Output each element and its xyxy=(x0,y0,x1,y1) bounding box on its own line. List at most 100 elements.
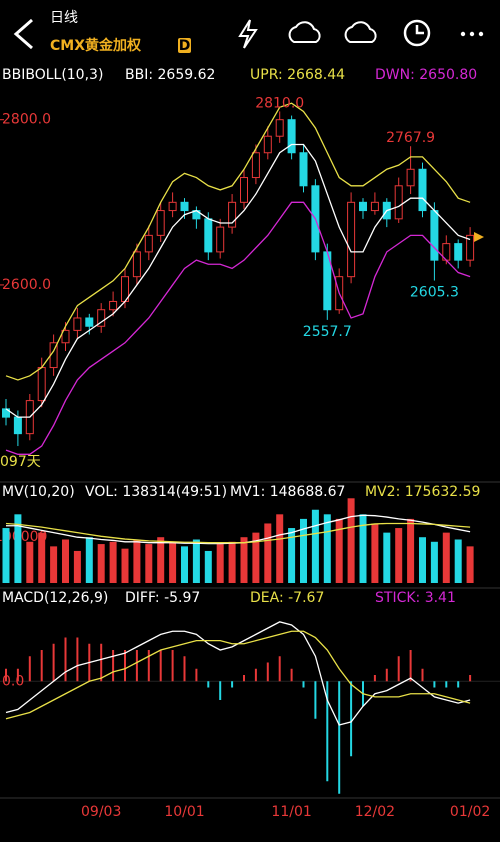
volume-bar xyxy=(252,532,260,583)
x-tick-label: 12/02 xyxy=(355,804,395,820)
legend-item: UPR: 2668.44 xyxy=(250,67,345,83)
candle-body xyxy=(109,300,118,311)
legend-item: MV1: 148688.67 xyxy=(230,484,345,500)
volume-bar xyxy=(240,537,248,583)
candle-body xyxy=(204,218,213,253)
candle-body xyxy=(430,210,439,261)
volume-bar xyxy=(371,523,379,583)
y-tick-label: 2800.0 xyxy=(2,112,51,128)
candle-body xyxy=(299,152,308,187)
indicator-line xyxy=(5,522,471,544)
volume-bar xyxy=(383,532,391,583)
volume-bar xyxy=(192,539,200,583)
candle-body xyxy=(144,234,153,253)
volume-bar xyxy=(300,518,307,583)
volume-bar xyxy=(407,518,415,583)
candle-body xyxy=(132,251,141,278)
volume-bar xyxy=(347,498,355,583)
volume-bar xyxy=(2,528,10,583)
candle-body xyxy=(406,168,415,187)
more-icon[interactable] xyxy=(460,31,484,37)
clock-hands xyxy=(415,25,424,35)
candle-body xyxy=(275,119,284,137)
volume-bar xyxy=(442,532,450,583)
legend-title: MV(10,20) xyxy=(2,484,75,500)
volume-bar xyxy=(73,550,81,583)
candle-body xyxy=(240,177,248,203)
volume-bar xyxy=(181,546,188,583)
volume-bar xyxy=(395,528,403,583)
volume-bar xyxy=(323,514,331,583)
candle-body xyxy=(97,309,106,327)
candle-body xyxy=(454,243,463,261)
volume-bar xyxy=(228,541,236,583)
period: 日线 xyxy=(50,10,78,26)
price-pointer xyxy=(474,232,484,242)
indicator-line xyxy=(5,102,471,381)
indicator-line xyxy=(5,143,471,418)
volume-bar xyxy=(169,541,177,583)
badge: D xyxy=(179,38,191,54)
volume-bar xyxy=(359,514,367,583)
legend-item: VOL: 138314(49:51) xyxy=(85,484,227,500)
volume-bar xyxy=(145,544,153,583)
cloud-down-icon[interactable] xyxy=(288,21,321,43)
annotation: 2767.9 xyxy=(386,130,435,146)
x-tick-label: 01/02 xyxy=(450,804,490,820)
volume-bar xyxy=(264,523,272,583)
back-button[interactable] xyxy=(13,18,33,50)
annotation: 2605.3 xyxy=(410,285,459,301)
candle-body xyxy=(347,201,356,278)
x-tick-label: 11/01 xyxy=(271,804,311,820)
candle-body xyxy=(85,317,94,327)
volume-bar xyxy=(85,537,93,583)
volume-bar xyxy=(97,544,105,583)
volume-bar xyxy=(157,537,165,583)
candle-body xyxy=(263,135,272,154)
annotation: 2810.0 xyxy=(255,95,304,111)
legend-item: DEA: -7.67 xyxy=(250,590,324,606)
instrument-title: CMX黄金加权 xyxy=(50,37,142,54)
volume-bar xyxy=(38,532,46,583)
legend-title: BBIBOLL(10,3) xyxy=(2,67,103,83)
candle-body xyxy=(13,416,22,435)
y-tick-label: 2600.0 xyxy=(2,277,51,293)
flash-icon[interactable] xyxy=(238,19,258,49)
volume-bar xyxy=(430,541,438,583)
candle-body xyxy=(359,201,367,212)
candle-body xyxy=(287,119,296,154)
candle-body xyxy=(251,152,260,179)
candle-body xyxy=(156,210,165,236)
volume-bar xyxy=(109,541,117,583)
volume-bar xyxy=(14,514,22,583)
volume-bar xyxy=(62,539,69,583)
volume-bar xyxy=(335,518,343,583)
volume-bar xyxy=(311,509,319,583)
legend-item: DWN: 2650.80 xyxy=(375,67,477,83)
legend-item: STICK: 3.41 xyxy=(375,590,456,606)
clock-icon[interactable] xyxy=(403,19,431,47)
volume-bar xyxy=(454,539,462,583)
volume-bar xyxy=(288,528,296,583)
y-tick-label: 100000 xyxy=(0,529,47,545)
candle-body xyxy=(228,201,237,228)
candle-body xyxy=(418,168,427,212)
volume-bar xyxy=(216,544,224,583)
annotation: 2557.7 xyxy=(303,324,352,340)
x-tick-label: 09/03 xyxy=(81,804,121,820)
candle-body xyxy=(216,226,225,253)
volume-bar xyxy=(204,550,212,583)
volume-bar xyxy=(466,546,474,583)
volume-bar xyxy=(121,548,129,583)
volume-bar xyxy=(50,546,58,583)
indicator-line xyxy=(5,201,471,455)
annotation: 097天 xyxy=(0,454,41,470)
cloud-up-icon[interactable] xyxy=(344,21,377,43)
badge-bg xyxy=(178,38,191,53)
candle-body xyxy=(168,201,177,212)
indicator-line xyxy=(5,630,471,720)
candle-body xyxy=(466,234,475,261)
